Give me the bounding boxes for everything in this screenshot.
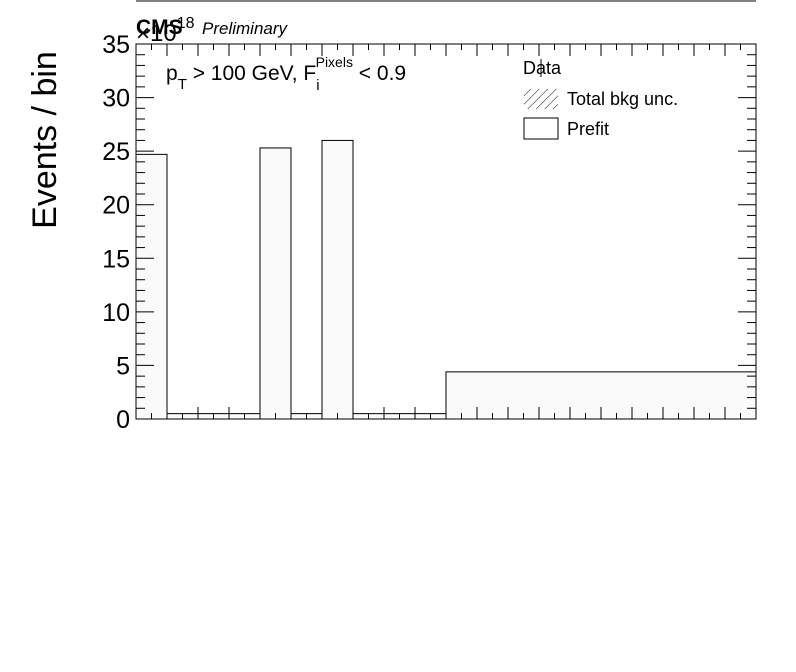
exponent-label: ×1018: [136, 15, 195, 47]
legend-entry-prefit: Prefit: [523, 117, 609, 140]
y-tick-label: 5: [116, 352, 130, 380]
legend-label-data: Data: [523, 58, 562, 78]
y-tick-label: 25: [102, 138, 130, 166]
selection-annotation: pT > 100 GeV, FiPixels < 0.9: [166, 54, 406, 94]
legend-entry-data: Data: [523, 58, 562, 78]
prefit-histogram: [135, 139, 757, 420]
hatch-swatch-icon: [524, 89, 558, 109]
axis-ticks: [135, 43, 757, 420]
legend-entry-bkg-unc: Total bkg unc.: [524, 89, 678, 109]
histogram-bin: [321, 139, 354, 420]
exponent-value: 18: [177, 15, 195, 32]
y-tick-label: 20: [102, 192, 130, 220]
y-tick-labels: 0 5 10 15 20 25 30 35: [102, 31, 130, 434]
histogram-bin: [259, 147, 292, 420]
y-tick-label: 30: [102, 85, 130, 113]
prefit-swatch-icon: [523, 117, 559, 140]
y-tick-label: 10: [102, 299, 130, 327]
y-tick-label: 15: [102, 245, 130, 273]
cms-label: CMS: [136, 16, 183, 39]
y-tick-label: 0: [116, 406, 130, 434]
y-tick-label: 35: [102, 31, 130, 59]
legend-label-bkg-unc: Total bkg unc.: [567, 89, 678, 109]
legend: Data Total bkg unc. Prefit: [523, 58, 678, 140]
preliminary-label: Preliminary: [202, 19, 289, 38]
y-axis-title: Events / bin: [26, 51, 64, 229]
plot-frame: [135, 43, 757, 420]
legend-label-prefit: Prefit: [567, 119, 609, 139]
